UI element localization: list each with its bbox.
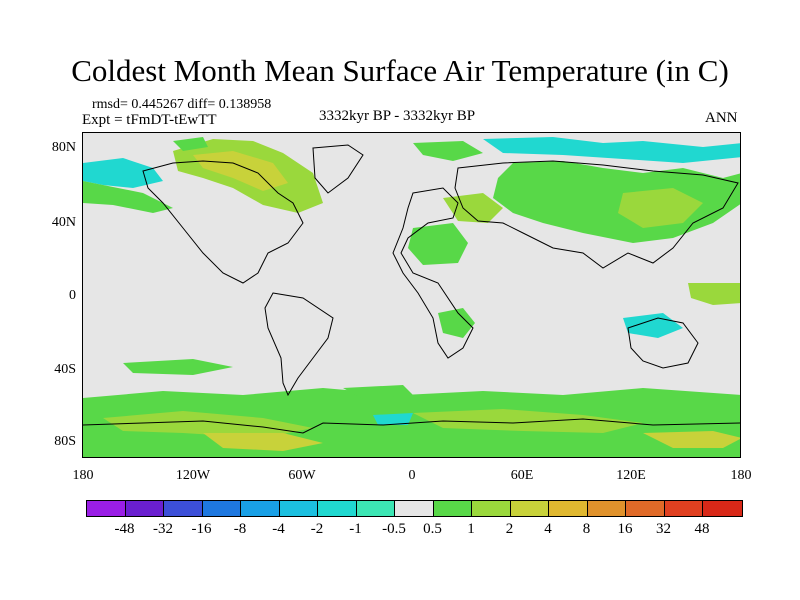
- colorbar-swatch: [164, 501, 203, 516]
- coastline: [312, 144, 364, 194]
- anomaly-region: [413, 141, 483, 161]
- anomaly-region: [688, 283, 740, 305]
- colorbar-swatch: [433, 501, 472, 516]
- y-tick-label: 40S: [54, 362, 76, 377]
- anomaly-region: [203, 433, 323, 451]
- anomaly-region: [103, 411, 313, 438]
- colorbar-label: 0.5: [423, 521, 442, 537]
- colorbar-label: 4: [544, 521, 552, 537]
- colorbar-swatch: [549, 501, 588, 516]
- anomaly-region: [483, 137, 740, 163]
- colorbar-label: -32: [153, 521, 173, 537]
- anomaly-region: [83, 181, 173, 213]
- colorbar-swatch: [664, 501, 703, 516]
- colorbar-swatch: [510, 501, 549, 516]
- x-tick-label: 60W: [288, 468, 316, 483]
- period-label: 3332kyr BP - 3332kyr BP: [319, 108, 476, 124]
- colorbar-label: 1: [467, 521, 475, 537]
- anomaly-region: [443, 193, 503, 223]
- colorbar-swatch: [125, 501, 164, 516]
- y-tick-label: 0: [69, 288, 76, 303]
- colorbar-label: -48: [114, 521, 135, 537]
- colorbar-swatch: [356, 501, 395, 516]
- anomaly-region: [623, 313, 683, 338]
- anomaly-region: [413, 409, 643, 433]
- x-tick-label: 0: [408, 468, 416, 483]
- season-label: ANN: [705, 110, 738, 126]
- colorbar-swatch: [241, 501, 280, 516]
- colorbar-swatch: [626, 501, 665, 516]
- anomaly-region: [173, 137, 208, 151]
- coastline: [454, 160, 739, 269]
- colorbar-label: -2: [310, 521, 324, 537]
- anomaly-region: [193, 151, 288, 191]
- colorbar-label: 48: [694, 521, 710, 537]
- colorbar-label: -1: [349, 521, 362, 537]
- colorbar-swatch: [395, 501, 434, 516]
- colorbar-label: 16: [617, 521, 633, 537]
- anomaly-region: [373, 413, 413, 425]
- x-tick-label: 180: [72, 468, 94, 483]
- colorbar-swatch: [87, 501, 126, 516]
- anomaly-region: [343, 385, 413, 399]
- anomaly-region: [493, 161, 740, 243]
- coastline: [83, 418, 740, 434]
- anomaly-region: [618, 188, 703, 228]
- y-tick-label: 80S: [54, 434, 76, 449]
- anomaly-region: [123, 359, 233, 375]
- x-tick-label: 120E: [616, 468, 646, 483]
- anomaly-region: [438, 308, 475, 338]
- anomaly-region: [83, 158, 163, 188]
- colorbar-swatch: [318, 501, 357, 516]
- colorbar-label: -8: [233, 521, 247, 537]
- colorbar-label: 32: [656, 521, 671, 537]
- stats-text: rmsd= 0.445267 diff= 0.138958: [92, 97, 272, 112]
- colorbar-swatch: [703, 501, 742, 516]
- colorbar-label: 2: [505, 521, 514, 537]
- colorbar-swatch: [279, 501, 318, 516]
- coastline: [627, 317, 699, 369]
- x-tick-label: 120W: [175, 468, 211, 483]
- coastline: [264, 292, 334, 397]
- colorbar-swatch: [202, 501, 241, 516]
- anomaly-region: [408, 223, 468, 265]
- y-tick-label: 80N: [51, 140, 76, 155]
- x-tick-label: 60E: [510, 468, 534, 483]
- colorbar-label: 8: [582, 521, 591, 537]
- x-tick-label: 180: [730, 468, 752, 483]
- temperature-map: [83, 137, 740, 457]
- anomaly-region: [643, 431, 740, 448]
- coastline: [392, 187, 474, 359]
- coastline: [142, 160, 304, 284]
- colorbar-label: -0.5: [382, 521, 406, 537]
- colorbar-swatch: [472, 501, 511, 516]
- colorbar-swatch: [587, 501, 626, 516]
- colorbar-label: -4: [272, 521, 285, 537]
- plot-title: Coldest Month Mean Surface Air Temperatu…: [71, 53, 729, 88]
- colorbar: [86, 500, 743, 517]
- colorbar-label: -16: [191, 521, 212, 537]
- map-panel: [82, 132, 741, 458]
- y-tick-label: 40N: [51, 215, 76, 230]
- experiment-label: Expt = tFmDT-tEwTT: [82, 112, 217, 128]
